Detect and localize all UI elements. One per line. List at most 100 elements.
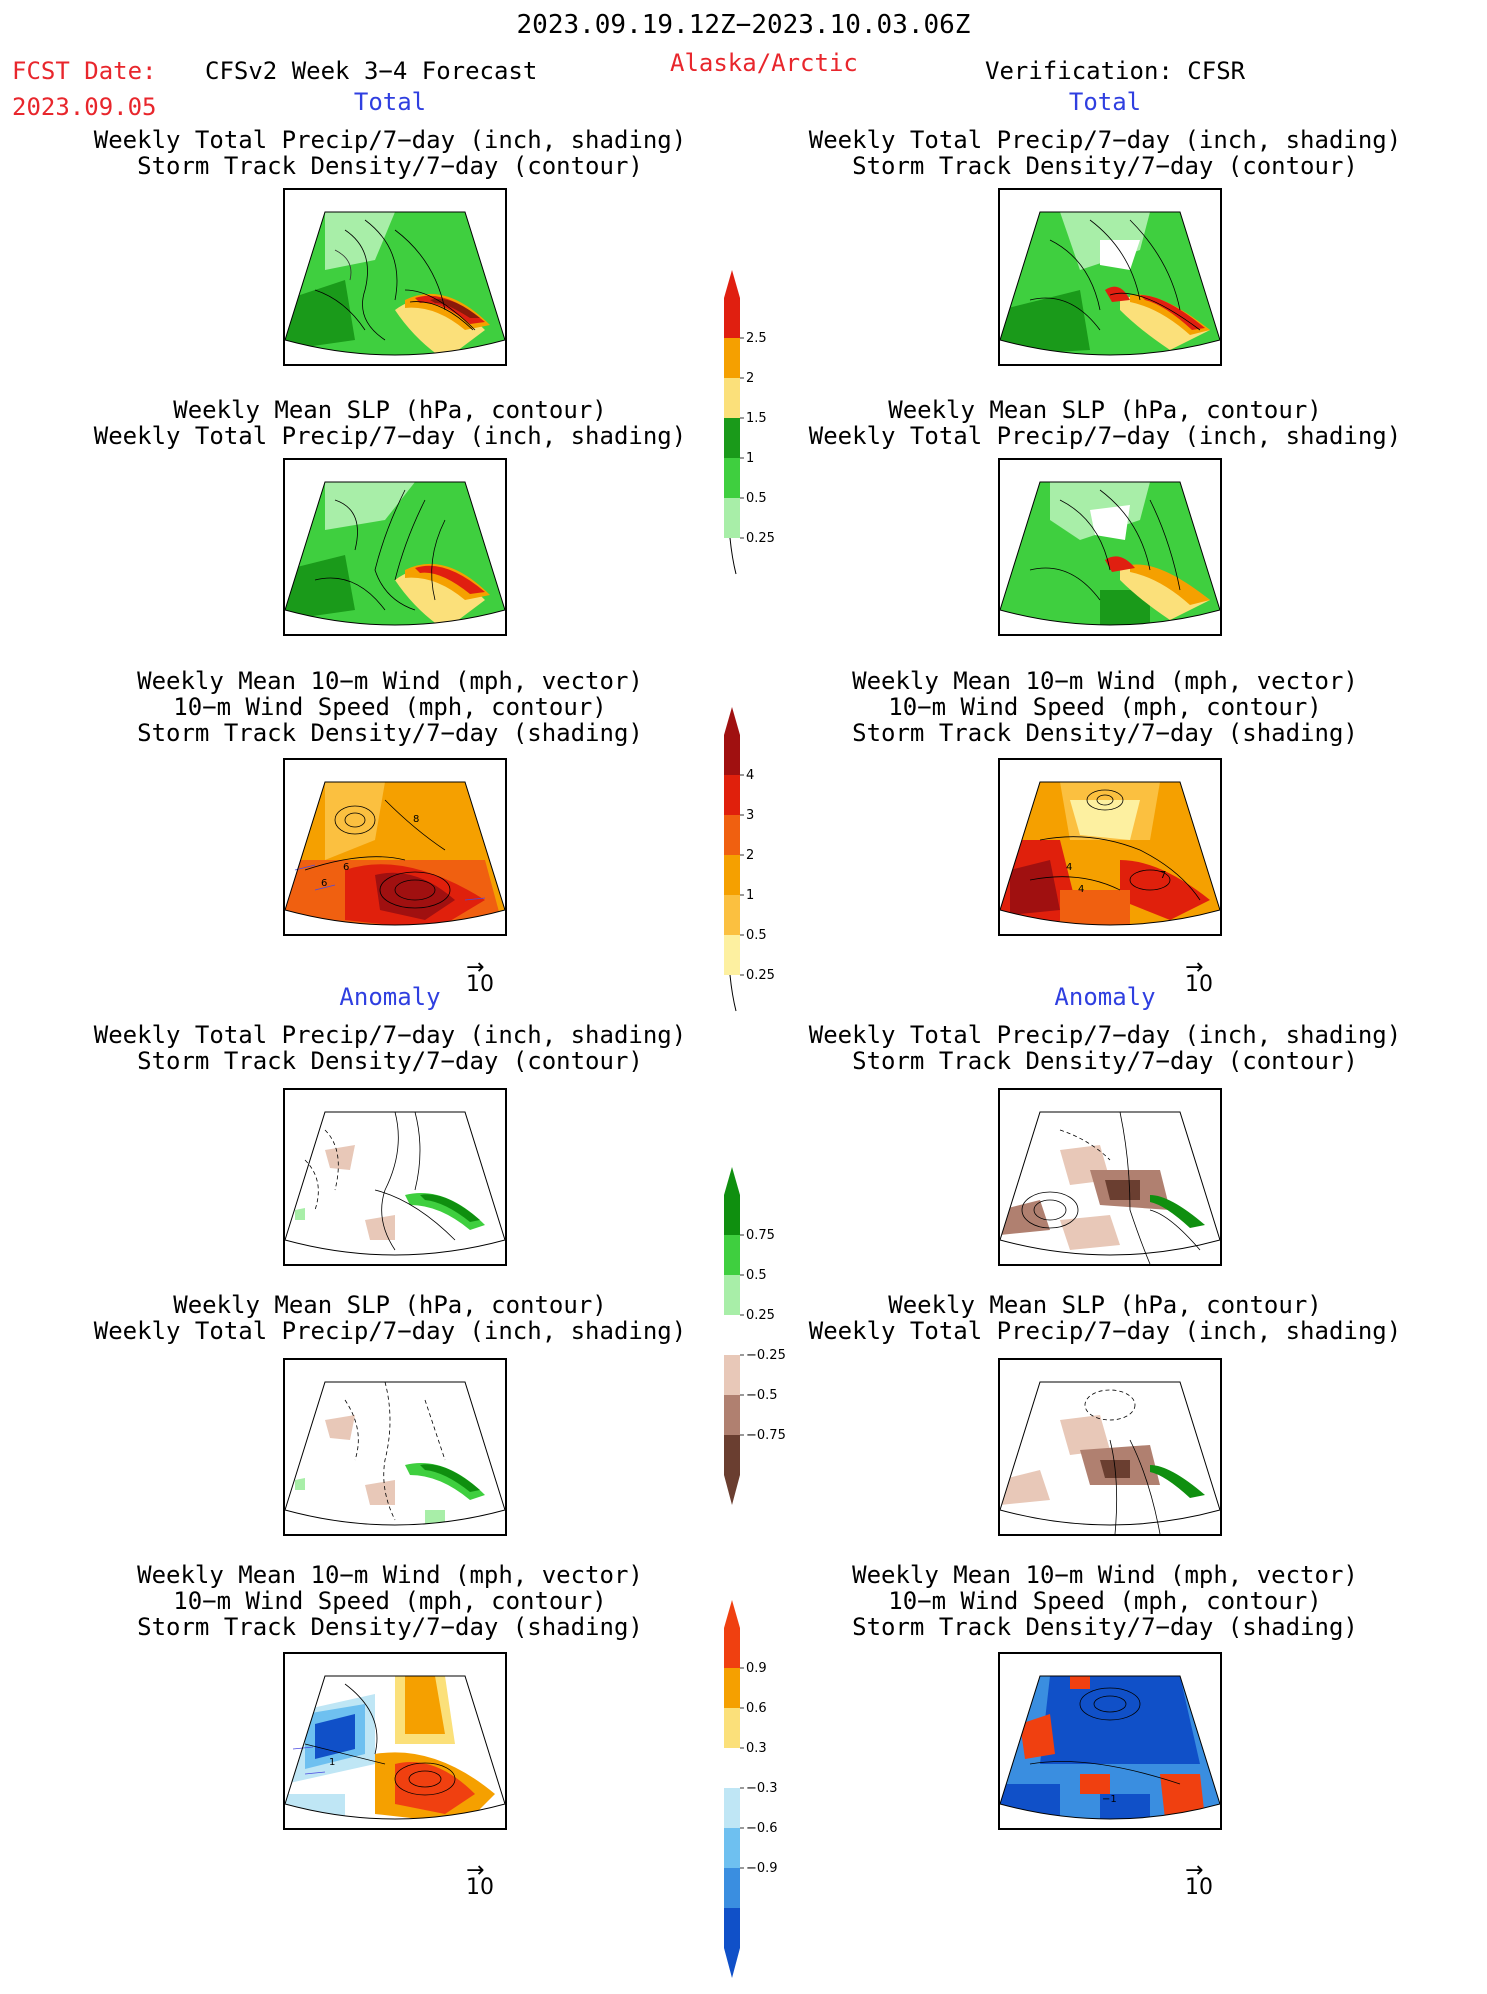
ver-panel1-title2: Storm Track Density/7−day (contour): [852, 152, 1358, 180]
precip_anom-colorbar-box: [724, 1395, 740, 1435]
arrow-icon: →: [1185, 955, 1204, 980]
ver-slp-precip-map: [998, 458, 1222, 636]
ver-panel3-title1: Weekly Mean 10−m Wind (mph, vector): [852, 667, 1358, 695]
fc-precip-anom-map: [283, 1088, 507, 1266]
ver-panel2-title1: Weekly Mean SLP (hPa, contour): [888, 396, 1322, 424]
fc-slp-anom-map: [283, 1358, 507, 1536]
fc-panel6-title1: Weekly Mean 10−m Wind (mph, vector): [137, 1561, 643, 1589]
storm_anom-colorbar-label: −0.9: [746, 1861, 778, 1876]
precip_anom-colorbar-label: −0.25: [746, 1348, 786, 1363]
precip_anom-colorbar-box: [724, 1195, 740, 1235]
storm_anom-colorbar-box: [724, 1908, 740, 1948]
arrow-icon: →: [1185, 1858, 1204, 1883]
ver-precip-anom-map: [998, 1088, 1222, 1266]
precip_total-colorbar-box: [724, 418, 740, 458]
storm_total-colorbar-label: 0.25: [746, 968, 775, 983]
storm_total-colorbar-tip: [724, 707, 740, 735]
precip_total-colorbar-tip: [724, 270, 740, 298]
precip_anom-colorbar-label: 0.75: [746, 1228, 775, 1243]
precip_anom-colorbar-box: [724, 1355, 740, 1395]
storm_anom-colorbar-box: [724, 1748, 740, 1788]
region-label: Alaska/Arctic: [670, 49, 858, 77]
precip_anom-colorbar-box: [724, 1235, 740, 1275]
precip_total-colorbar-label: 1: [746, 451, 754, 466]
precip_anom-colorbar-box: [724, 1275, 740, 1315]
fc-panel5-title2: Weekly Total Precip/7−day (inch, shading…: [93, 1317, 687, 1345]
fc-vector-scale-total: → 10: [466, 955, 494, 997]
precip_total-colorbar-label: 1.5: [746, 411, 767, 426]
storm_anom-colorbar-box: [724, 1708, 740, 1748]
ver-panel3-title3: Storm Track Density/7−day (shading): [852, 719, 1358, 747]
storm-anomaly-colorbar: 0.9 0.6 0.3 −0.3 −0.6 −0.9: [720, 1598, 820, 1978]
fc-panel3-title2: 10−m Wind Speed (mph, contour): [173, 693, 607, 721]
storm_total-colorbar-box: [724, 855, 740, 895]
precip_total-colorbar-box: [724, 378, 740, 418]
fc-total-heading: Total: [353, 88, 427, 116]
fc-panel5-title1: Weekly Mean SLP (hPa, contour): [173, 1291, 607, 1319]
storm_anom-colorbar-label: 0.3: [746, 1741, 767, 1756]
precip_total-colorbar-tail: [729, 537, 737, 575]
ver-panel6-title3: Storm Track Density/7−day (shading): [852, 1613, 1358, 1641]
storm_total-colorbar-box: [724, 895, 740, 935]
precip-total-colorbar: 2.5 2 1.5 1 0.5 0.25: [720, 268, 810, 575]
period-title: 2023.09.19.12Z−2023.10.03.06Z: [516, 10, 971, 40]
storm_anom-colorbar-svg: 0.9 0.6 0.3 −0.3 −0.6 −0.9: [724, 1600, 778, 1978]
fc-total-wind-label-1: 8: [413, 814, 419, 825]
fc-wind-storm-map: 8 6 6: [283, 758, 507, 936]
storm_total-colorbar-label: 0.5: [746, 928, 767, 943]
precip_anom-colorbar-tip: [724, 1167, 740, 1195]
ver-panel1-title1: Weekly Total Precip/7−day (inch, shading…: [808, 126, 1402, 154]
storm_anom-colorbar-label: −0.3: [746, 1781, 778, 1796]
ver-anom-wind-label: −1: [1102, 1794, 1117, 1805]
storm_anom-colorbar-box: [724, 1628, 740, 1668]
precip-anomaly-colorbar: 0.75 0.5 0.25 −0.25 −0.5 −0.75: [720, 1165, 820, 1505]
precip_total-colorbar-svg: 2.5 2 1.5 1 0.5 0.25: [724, 270, 775, 575]
precip_anom-colorbar-tip-bottom: [724, 1475, 740, 1505]
storm_total-colorbar-box: [724, 815, 740, 855]
storm_total-colorbar-label: 3: [746, 808, 754, 823]
storm-total-colorbar: 4 3 2 1 0.5 0.25: [720, 705, 810, 1012]
fc-panel6-title2: 10−m Wind Speed (mph, contour): [173, 1587, 607, 1615]
ver-total-wind-label-1: 4: [1066, 862, 1072, 873]
precip_anom-colorbar-label: 0.5: [746, 1268, 767, 1283]
fc-panel2-title2: Weekly Total Precip/7−day (inch, shading…: [93, 422, 687, 450]
ver-panel3-title2: 10−m Wind Speed (mph, contour): [888, 693, 1322, 721]
ver-panel5-title1: Weekly Mean SLP (hPa, contour): [888, 1291, 1322, 1319]
storm_anom-colorbar-box: [724, 1828, 740, 1868]
fcst-date-label: FCST Date:: [12, 57, 157, 85]
fc-panel1-title1: Weekly Total Precip/7−day (inch, shading…: [93, 126, 687, 154]
storm_total-colorbar-box: [724, 735, 740, 775]
precip_total-colorbar-box: [724, 498, 740, 538]
storm_total-colorbar-svg: 4 3 2 1 0.5 0.25: [724, 707, 775, 1012]
fc-panel4-title1: Weekly Total Precip/7−day (inch, shading…: [93, 1021, 687, 1049]
ver-panel4-title1: Weekly Total Precip/7−day (inch, shading…: [808, 1021, 1402, 1049]
ver-total-heading: Total: [1068, 88, 1142, 116]
storm_anom-colorbar-box: [724, 1668, 740, 1708]
ver-panel2-title2: Weekly Total Precip/7−day (inch, shading…: [808, 422, 1402, 450]
fc-panel3-title3: Storm Track Density/7−day (shading): [137, 719, 643, 747]
storm_total-colorbar-box: [724, 775, 740, 815]
fc-vector-scale-total-value: 10: [466, 972, 494, 997]
fc-vector-scale-anom: → 10: [466, 1858, 494, 1900]
precip_anom-colorbar-label: 0.25: [746, 1308, 775, 1323]
ver-total-wind-label-3: 7: [1160, 870, 1166, 881]
fc-precip-storm-map: [283, 188, 507, 366]
arrow-icon: →: [466, 1858, 485, 1883]
fc-total-wind-label-2: 6: [343, 862, 349, 873]
ver-anomaly-heading: Anomaly: [1054, 983, 1156, 1011]
ver-total-wind-label-2: 4: [1078, 884, 1084, 895]
precip_total-colorbar-label: 2: [746, 371, 754, 386]
precip_total-colorbar-box: [724, 458, 740, 498]
ver-vector-scale-anom: → 10: [1185, 1858, 1213, 1900]
precip_total-colorbar-label: 0.5: [746, 491, 767, 506]
storm_total-colorbar-label: 2: [746, 848, 754, 863]
verification-label: Verification: CFSR: [985, 57, 1246, 85]
precip_total-colorbar-label: 0.25: [746, 531, 775, 546]
ver-vector-scale-total: → 10: [1185, 955, 1213, 997]
storm_anom-colorbar-box: [724, 1868, 740, 1908]
ver-wind-storm-map: 4 4 7: [998, 758, 1222, 936]
fc-panel2-title1: Weekly Mean SLP (hPa, contour): [173, 396, 607, 424]
fc-panel1-title2: Storm Track Density/7−day (contour): [137, 152, 643, 180]
storm_anom-colorbar-label: −0.6: [746, 1821, 778, 1836]
fc-wind-storm-anom-map: 1: [283, 1652, 507, 1830]
